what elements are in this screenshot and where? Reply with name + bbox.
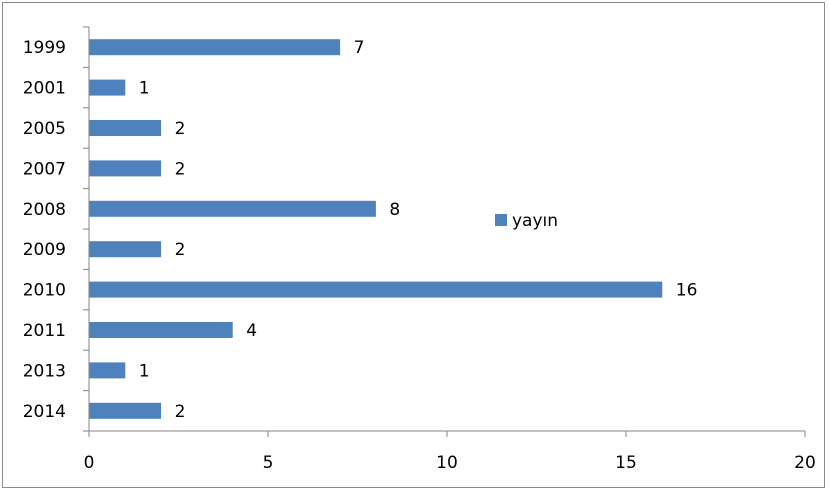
category-label: 2014 bbox=[23, 402, 66, 422]
category-label: 2011 bbox=[23, 321, 66, 341]
bar bbox=[89, 200, 376, 217]
data-label: 1 bbox=[139, 361, 150, 381]
category-label: 2010 bbox=[23, 281, 66, 301]
legend: yayın bbox=[495, 211, 558, 231]
data-label: 2 bbox=[175, 402, 186, 422]
bar bbox=[89, 402, 162, 419]
x-tick-label: 20 bbox=[794, 453, 816, 473]
data-label: 2 bbox=[175, 119, 186, 139]
bar bbox=[89, 322, 233, 338]
category-label: 2007 bbox=[23, 159, 66, 179]
data-label: 4 bbox=[246, 321, 257, 341]
bar bbox=[89, 241, 162, 258]
category-label: 2001 bbox=[23, 79, 66, 99]
data-label: 7 bbox=[354, 38, 365, 58]
category-label: 2005 bbox=[23, 119, 66, 139]
data-label: 2 bbox=[175, 159, 186, 179]
data-label: 8 bbox=[389, 200, 400, 220]
data-label: 16 bbox=[676, 281, 698, 301]
x-tick-label: 0 bbox=[84, 453, 95, 473]
data-label: 1 bbox=[139, 79, 150, 99]
data-label: 2 bbox=[175, 240, 186, 260]
bar bbox=[89, 362, 126, 379]
category-label: 2013 bbox=[23, 361, 66, 381]
plot-area: 0 5 10 15 20 1999 7 2001 1 2005 2 2007 2 2008 8 2009 2 20… bbox=[23, 26, 816, 473]
x-tick-label: 10 bbox=[436, 453, 458, 473]
category-label: 2008 bbox=[23, 200, 66, 220]
bar bbox=[89, 39, 341, 56]
bar bbox=[89, 281, 663, 298]
legend-label: yayın bbox=[512, 211, 558, 231]
category-label: 2009 bbox=[23, 240, 66, 260]
x-tick-label: 15 bbox=[615, 453, 637, 473]
bar bbox=[89, 79, 126, 96]
category-label: 1999 bbox=[23, 38, 66, 58]
bar bbox=[89, 160, 162, 177]
x-tick-label: 5 bbox=[263, 453, 274, 473]
legend-swatch bbox=[495, 214, 507, 226]
bar bbox=[89, 120, 162, 136]
